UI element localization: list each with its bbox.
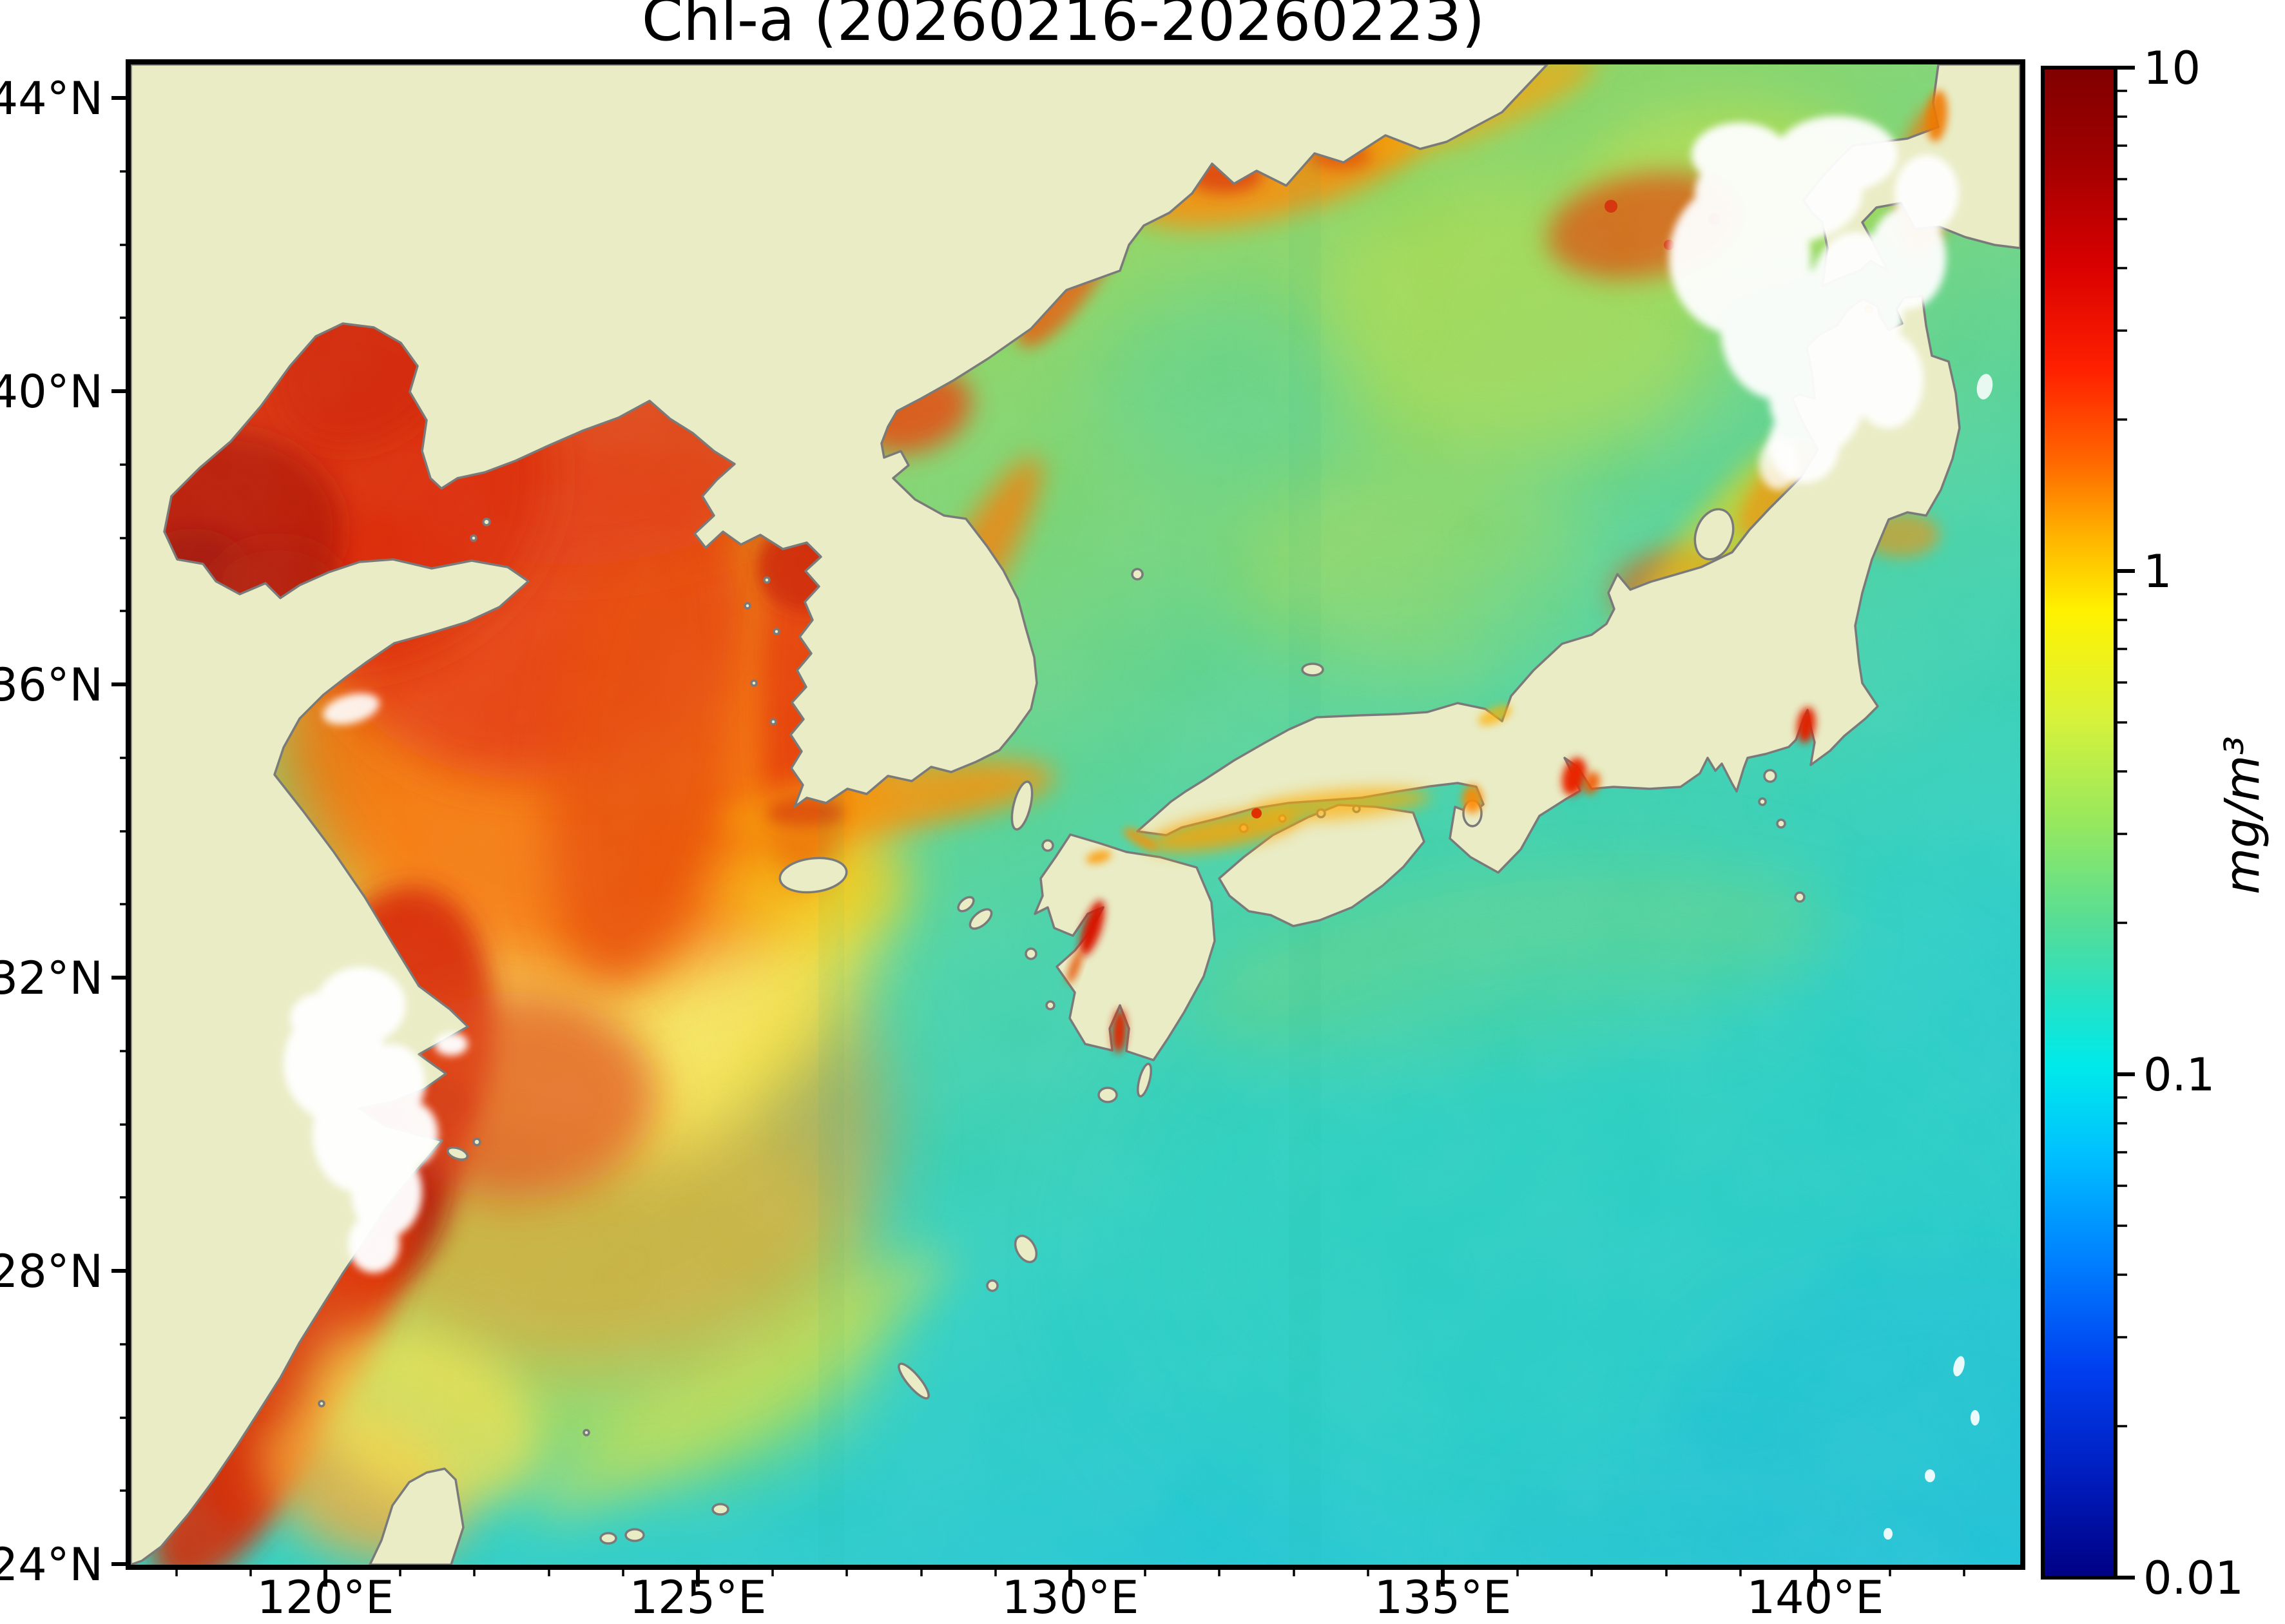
islet-amakusa-2 [1046,1001,1054,1009]
x-axis-tick-labels: 120°E 125°E 130°E 135°E 140°E [257,1571,1884,1624]
y-tick-36n: 36°N [0,659,103,711]
y-tick-44n: 44°N [0,72,103,125]
colorbar-gradient [2043,68,2116,1578]
x-tick-135e: 135°E [1374,1571,1512,1624]
figure-title: Chl-a (20260216-20260223) [642,0,1485,54]
island-hachijojima [1795,893,1804,902]
x-tick-130e: 130°E [1002,1571,1139,1624]
figure-canvas: Chl-a (20260216-20260223) [0,0,2285,1624]
colorbar: 10 1 0.1 0.01 mg/m³ [2043,42,2270,1605]
island-izu-2 [1759,798,1766,805]
island-ishigaki [626,1529,644,1541]
y-tick-24n: 24°N [0,1538,103,1591]
islet-korea-west-3 [774,629,779,634]
island-senkaku [584,1430,589,1435]
islet-korea-west-4 [751,681,757,686]
x-tick-125e: 125°E [630,1571,767,1624]
colorbar-tick-0p1: 0.1 [2143,1049,2215,1101]
colorbar-unit-label: mg/m³ [2215,736,2270,894]
map-plot-area [110,37,2210,1624]
island-tokunoshima [987,1281,998,1291]
chlorophyll-map-figure: Chl-a (20260216-20260223) [0,0,2285,1624]
y-tick-40n: 40°N [0,365,103,418]
islet-matsu [319,1401,324,1406]
colorbar-tick-10: 10 [2143,42,2201,95]
y-tick-28n: 28°N [0,1245,103,1298]
island-miyako [713,1504,728,1514]
colorbar-tick-0p01: 0.01 [2143,1552,2244,1605]
island-oki [1302,664,1323,675]
colorbar-major-ticks [2116,68,2135,1578]
island-yakushima [1099,1088,1117,1102]
islet-amakusa-1 [1026,949,1036,959]
island-izu-oshima [1764,770,1776,782]
island-bohai-strait-2 [471,536,476,541]
x-tick-140e: 140°E [1747,1571,1884,1624]
islet-korea-west-2 [745,603,750,608]
island-iriomote [601,1533,616,1543]
islet-korea-west-1 [764,577,769,583]
island-ulleung [1132,569,1142,579]
y-axis-tick-labels: 44°N 40°N 36°N 32°N 28°N 24°N [0,72,103,1591]
colorbar-tick-1: 1 [2143,545,2172,598]
island-miyakejima [1777,820,1785,827]
island-zhoushan-2 [474,1139,480,1145]
island-bohai-strait-1 [483,519,490,525]
island-iki [1043,840,1053,851]
y-tick-32n: 32°N [0,952,103,1005]
x-tick-120e: 120°E [257,1571,394,1624]
islet-korea-west-5 [771,719,776,724]
